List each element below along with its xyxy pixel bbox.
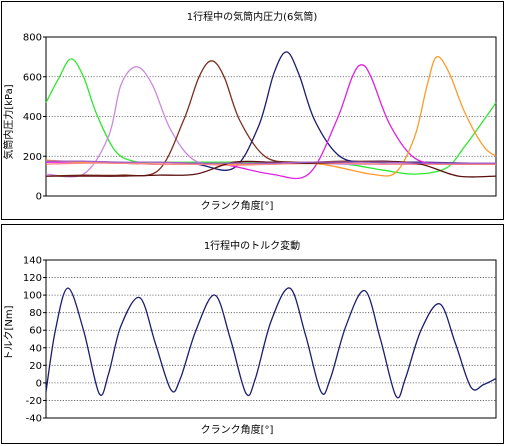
- y-tick-label: -20: [26, 396, 42, 407]
- x-axis-label: クランク角度[°]: [201, 423, 274, 436]
- plot-frame: [45, 36, 497, 197]
- y-tick-label: 60: [29, 326, 42, 337]
- cylinder-pressure-chart-panel: 1行程中の気筒内圧力(6気筒) クランク角度[°] 気筒内圧力[kPa] 0 20…: [1, 1, 504, 220]
- series-line-1: [45, 287, 497, 399]
- plot-frame: [45, 259, 497, 419]
- y-tick-label: 140: [23, 256, 42, 267]
- chart-title: 1行程中の気筒内圧力(6気筒): [187, 10, 318, 23]
- y-tick-label: 600: [23, 72, 42, 83]
- y-tick-label: 400: [23, 112, 42, 123]
- y-tick-label: 200: [23, 152, 42, 163]
- series-line-4: [45, 51, 497, 171]
- y-tick-label: 120: [23, 273, 42, 284]
- y-tick-label: 0: [36, 192, 42, 203]
- series-line-8: [46, 160, 497, 178]
- y-tick-label: 80: [29, 308, 42, 319]
- y-tick-label: 20: [29, 361, 42, 372]
- y-tick-label: 40: [29, 343, 42, 354]
- x-axis-label: クランク角度[°]: [201, 199, 274, 212]
- plot-area: -40 -20 0 20 40 60 80 100 120 140: [23, 256, 497, 425]
- series-line-9: [45, 160, 496, 164]
- y-tick-label: -40: [26, 414, 42, 425]
- chart-title: 1行程中のトルク変動: [204, 239, 300, 252]
- torque-chart: 1行程中のトルク変動 クランク角度[°] トルク[Nm] -40 -20 0 20 40…: [3, 239, 497, 436]
- plot-area: 0 200 400 600 800: [23, 33, 497, 203]
- y-tick-label: 800: [23, 33, 42, 44]
- y-axis-label: トルク[Nm]: [3, 305, 15, 360]
- y-tick-label: 0: [36, 378, 42, 389]
- y-tick-label: 100: [23, 291, 42, 302]
- y-axis-label: 気筒内圧力[kPa]: [2, 84, 15, 159]
- cylinder-pressure-chart: 1行程中の気筒内圧力(6気筒) クランク角度[°] 気筒内圧力[kPa] 0 20…: [2, 10, 497, 212]
- torque-chart-panel: 1行程中のトルク変動 クランク角度[°] トルク[Nm] -40 -20 0 20 40…: [1, 224, 504, 444]
